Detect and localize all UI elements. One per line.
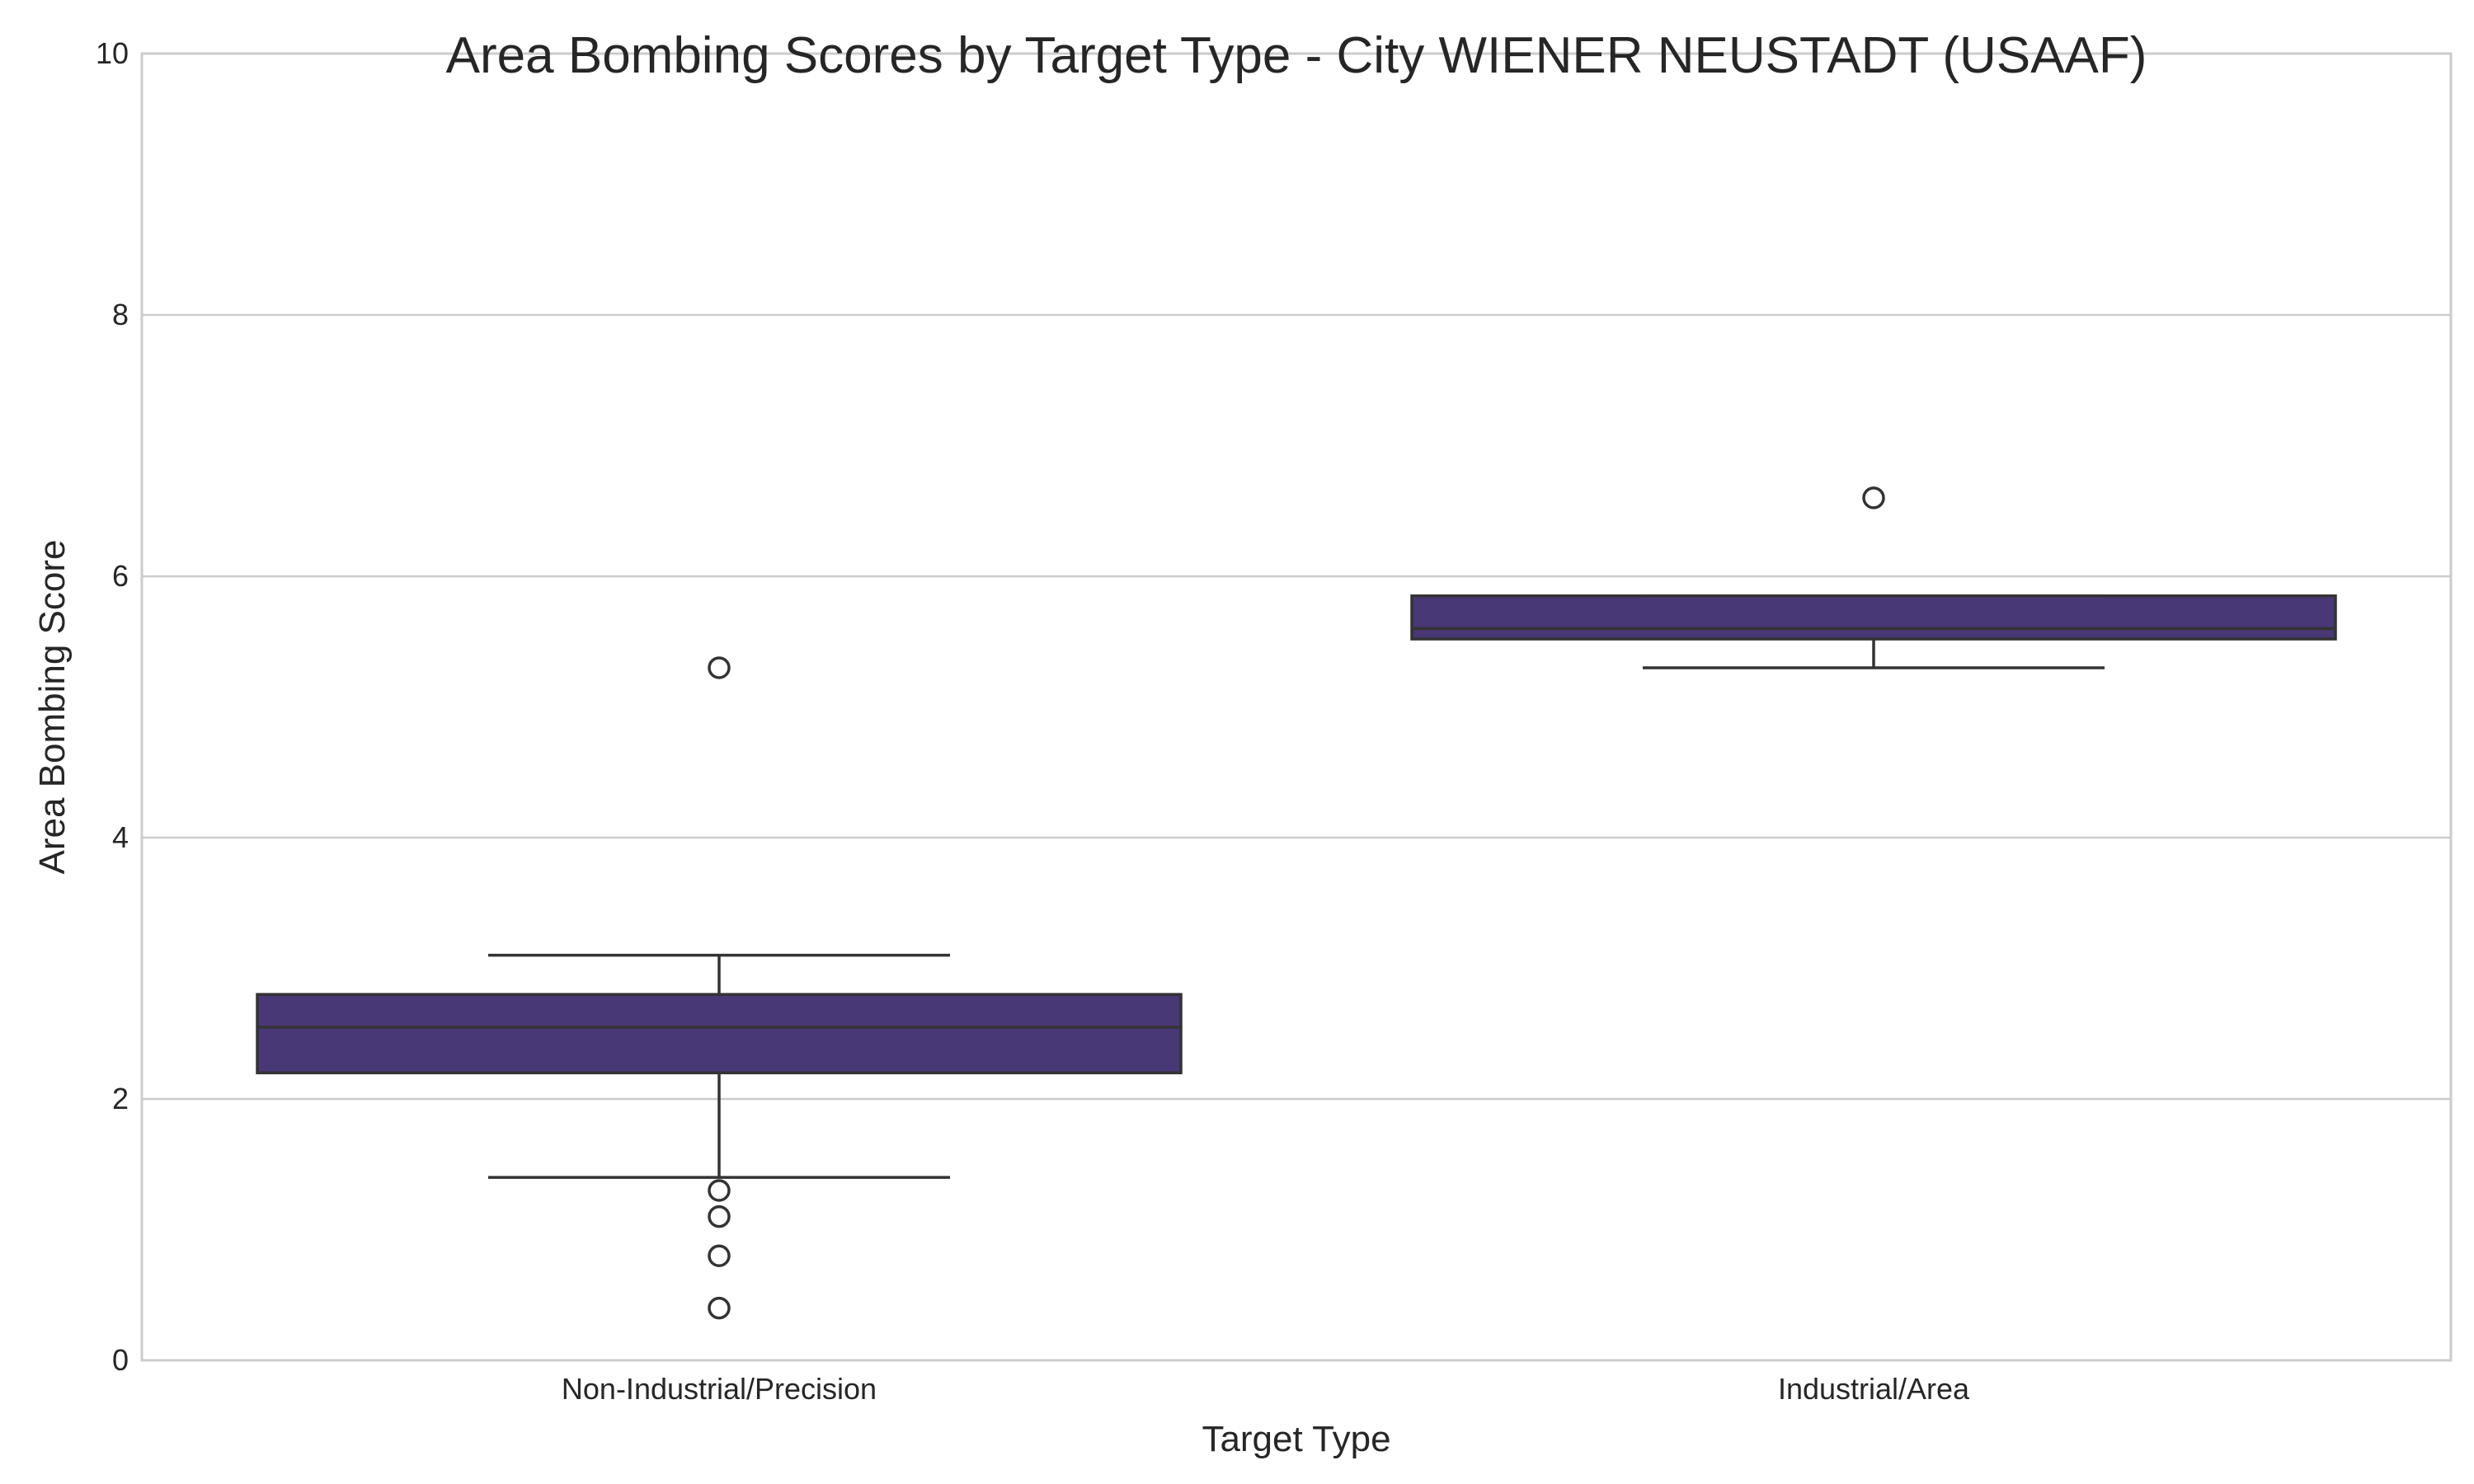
outlier-point [708,1296,731,1320]
grid-lines [142,313,2451,1101]
y-tick-label: 6 [112,559,129,593]
outlier-point [708,1244,731,1267]
box-plot-2 [1410,486,2337,669]
box-plot-1 [256,656,1183,1320]
x-tick-label: Industrial/Area [1778,1372,1970,1406]
y-axis-label: Area Bombing Score [32,540,73,875]
y-tick-label: 10 [96,36,129,70]
x-tick-label: Non-Industrial/Precision [562,1372,877,1406]
outlier-point [708,1205,731,1228]
box-plots [256,486,2337,1320]
y-axis-ticks: 0 2 4 6 8 10 [96,36,129,1377]
y-tick-label: 0 [112,1343,129,1377]
outlier-point [708,1179,731,1202]
y-tick-label: 2 [112,1082,129,1115]
x-axis-ticks: Non-Industrial/Precision Industrial/Area [562,1372,1970,1406]
y-tick-label: 4 [112,820,129,854]
y-tick-label: 8 [112,298,129,331]
outlier-point [708,656,731,679]
iqr-box [1410,594,2337,641]
iqr-box [256,993,1183,1075]
outlier-point [1862,486,1885,510]
plot-frame [140,52,2453,1362]
chart-title: Area Bombing Scores by Target Type - Cit… [446,27,2147,84]
x-axis-label: Target Type [1202,1419,1390,1459]
